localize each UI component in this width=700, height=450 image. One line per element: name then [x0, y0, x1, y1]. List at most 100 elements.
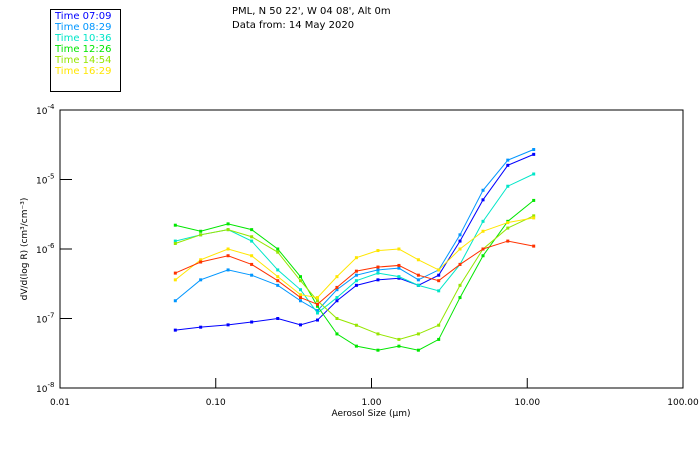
series-3	[173, 198, 536, 352]
data-point	[481, 219, 485, 223]
data-point	[376, 249, 380, 253]
data-point	[376, 268, 380, 272]
data-point	[532, 216, 536, 220]
data-point	[437, 337, 441, 341]
y-axis-label: dV/d(log R) (cm³/cm⁻³)	[20, 198, 30, 301]
title-location: PML, N 50 22', W 04 08', Alt 0m	[232, 6, 391, 17]
data-point	[335, 275, 339, 279]
data-point	[298, 288, 302, 292]
data-point	[354, 283, 358, 287]
data-point	[532, 244, 536, 248]
data-point	[354, 256, 358, 260]
data-point	[315, 302, 319, 306]
data-point	[458, 262, 462, 266]
data-point	[250, 254, 254, 258]
data-point	[199, 229, 203, 233]
legend-entry: Time 14:54	[55, 55, 112, 66]
data-point	[416, 348, 420, 352]
data-point	[416, 258, 420, 262]
data-point	[481, 198, 485, 202]
x-tick-label: 10.00	[514, 398, 540, 408]
x-tick-label: 1.00	[361, 398, 381, 408]
x-tick-label: 100.00	[667, 398, 699, 408]
data-point	[276, 247, 280, 251]
data-point	[354, 279, 358, 283]
y-tick-label: 10-6	[36, 242, 55, 256]
data-point	[397, 275, 401, 279]
data-point	[437, 289, 441, 293]
data-point	[173, 278, 177, 282]
data-point	[506, 226, 510, 230]
data-point	[335, 299, 339, 303]
chart-title: PML, N 50 22', W 04 08', Alt 0m Data fro…	[232, 5, 391, 33]
data-point	[458, 283, 462, 287]
series-0	[173, 152, 536, 332]
data-point	[354, 344, 358, 348]
data-point	[298, 296, 302, 300]
title-date: Data from: 14 May 2020	[232, 20, 355, 31]
data-point	[335, 288, 339, 292]
series-line	[175, 215, 534, 340]
legend-entry: Time 10:36	[55, 33, 112, 44]
data-point	[199, 278, 203, 282]
data-point	[226, 268, 230, 272]
data-point	[173, 299, 177, 303]
legend-entry: Time 12:26	[55, 44, 112, 55]
data-point	[437, 268, 441, 272]
data-point	[335, 332, 339, 336]
data-point	[315, 309, 319, 313]
data-point	[397, 263, 401, 267]
data-point	[437, 279, 441, 283]
data-point	[506, 221, 510, 225]
data-point	[354, 323, 358, 327]
x-axis-label: Aerosol Size (µm)	[332, 409, 411, 419]
data-point	[298, 275, 302, 279]
data-point	[416, 332, 420, 336]
data-point	[397, 266, 401, 270]
data-point	[335, 317, 339, 320]
data-point	[397, 337, 401, 341]
data-point	[315, 318, 319, 322]
data-point	[481, 254, 485, 258]
data-point	[397, 276, 401, 280]
plot-frame	[59, 109, 684, 389]
data-point	[298, 323, 302, 327]
data-point	[532, 214, 536, 218]
data-point	[226, 323, 230, 327]
data-point	[458, 296, 462, 300]
series-5	[173, 216, 536, 300]
legend-entry: Time 16:29	[55, 66, 112, 77]
data-point	[481, 247, 485, 251]
data-point	[506, 163, 510, 167]
data-point	[173, 223, 177, 227]
data-point	[458, 233, 462, 237]
data-point	[199, 233, 203, 237]
data-point	[199, 260, 203, 264]
data-point	[532, 152, 536, 156]
series-line	[175, 153, 534, 331]
data-point	[376, 278, 380, 282]
data-point	[315, 304, 319, 308]
data-point	[276, 283, 280, 287]
series-4	[173, 214, 536, 341]
data-point	[250, 273, 254, 277]
data-point	[437, 323, 441, 327]
data-point	[276, 317, 280, 320]
data-point	[532, 172, 536, 176]
data-point	[199, 325, 203, 329]
data-point	[226, 222, 230, 226]
legend-entry: Time 07:09	[55, 11, 112, 22]
data-point	[376, 265, 380, 269]
data-point	[506, 184, 510, 188]
data-point	[250, 239, 254, 243]
data-point	[226, 247, 230, 251]
data-point	[250, 228, 254, 232]
data-point	[376, 271, 380, 275]
data-point	[437, 273, 441, 277]
data-point	[335, 285, 339, 289]
y-tick-label: 10-4	[36, 103, 55, 117]
data-point	[173, 239, 177, 243]
data-point	[416, 278, 420, 282]
data-point	[250, 320, 254, 324]
